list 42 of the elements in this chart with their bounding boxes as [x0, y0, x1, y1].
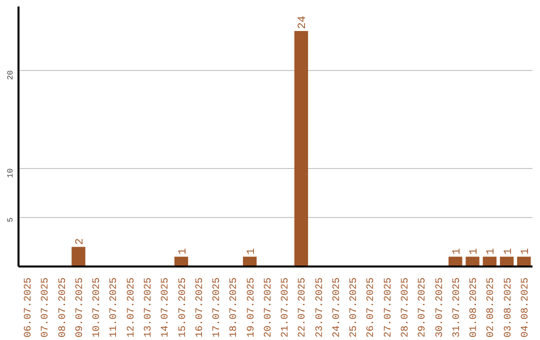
- x-tick-label: 23.07.2025: [314, 277, 326, 338]
- data-label: 1: [502, 248, 515, 255]
- x-tick-label: 16.07.2025: [194, 277, 206, 338]
- data-label: 1: [177, 248, 190, 255]
- x-tick-label: 27.07.2025: [383, 277, 394, 338]
- x-tick-label: 03.08.2025: [503, 277, 514, 338]
- x-tick-label: 07.07.2025: [40, 277, 52, 338]
- data-label: 24: [297, 15, 310, 30]
- x-tick-label: 20.07.2025: [263, 277, 274, 338]
- data-label: 1: [468, 248, 481, 255]
- data-label: 1: [246, 248, 258, 255]
- x-tick-label: 08.07.2025: [58, 277, 69, 338]
- x-tick-label: 11.07.2025: [109, 277, 120, 338]
- x-tick-label: 02.08.2025: [486, 277, 498, 338]
- x-tick-label: 04.08.2025: [520, 277, 532, 338]
- x-tick-label: 12.07.2025: [126, 277, 138, 338]
- x-tick-label: 30.07.2025: [434, 277, 446, 338]
- x-tick-label: 19.07.2025: [246, 277, 258, 338]
- data-label: 2: [74, 238, 86, 245]
- x-tick-label: 13.07.2025: [144, 277, 154, 338]
- x-tick-label: 22.07.2025: [298, 277, 309, 338]
- y-tick-label: 20: [6, 70, 16, 80]
- x-tick-label: 06.07.2025: [24, 277, 35, 338]
- y-tick-label: 10: [6, 168, 16, 178]
- x-tick-label: 17.07.2025: [212, 277, 224, 338]
- x-tick-label: 24.07.2025: [332, 277, 343, 338]
- x-tick-label: 10.07.2025: [92, 277, 104, 338]
- x-tick-label: 28.07.2025: [400, 277, 412, 338]
- data-label: 1: [451, 248, 464, 255]
- x-tick-label: 29.07.2025: [418, 277, 429, 338]
- x-tick-label: 09.07.2025: [74, 277, 86, 338]
- x-tick-label: 01.08.2025: [469, 277, 480, 338]
- x-tick-label: 18.07.2025: [229, 277, 240, 338]
- x-tick-label: 25.07.2025: [349, 277, 360, 338]
- y-tick-label: 5: [6, 217, 16, 222]
- x-tick-label: 15.07.2025: [178, 277, 189, 338]
- x-tick-label: 31.07.2025: [452, 277, 463, 338]
- data-label: 1: [520, 248, 532, 255]
- x-tick-label: 26.07.2025: [366, 277, 378, 338]
- data-label: 1: [486, 248, 498, 255]
- x-tick-label: 21.07.2025: [280, 277, 292, 338]
- x-tick-label: 14.07.2025: [160, 277, 172, 338]
